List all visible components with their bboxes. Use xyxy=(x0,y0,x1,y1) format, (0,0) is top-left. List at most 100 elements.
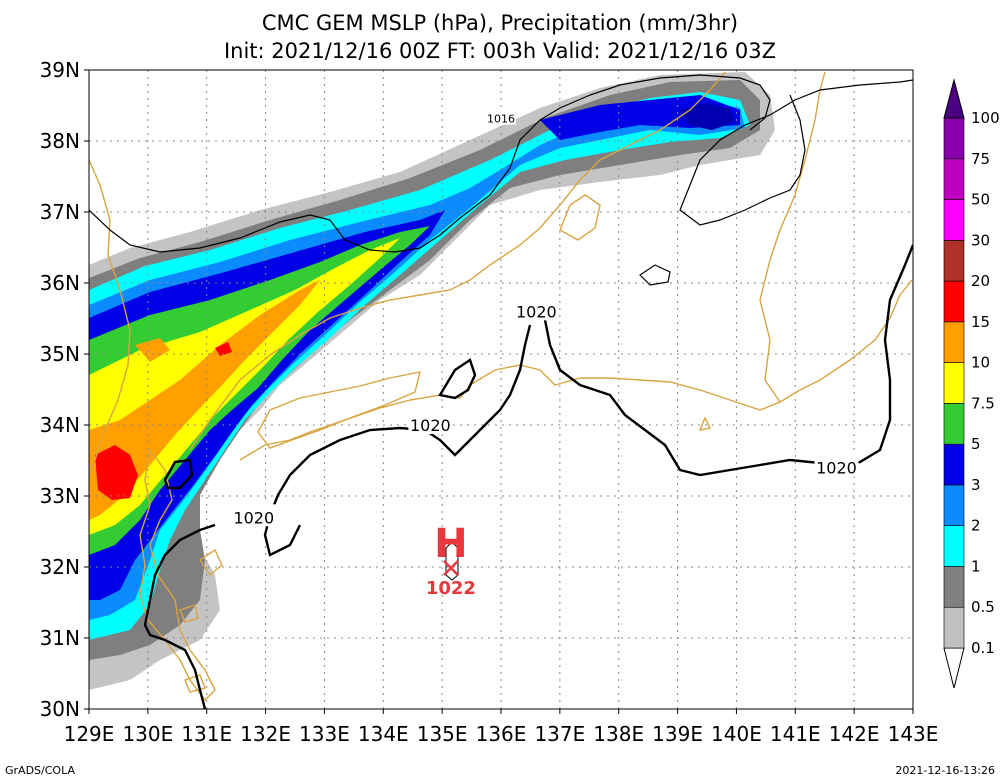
x-tick-label: 129E xyxy=(64,722,115,746)
colorbar-label: 30 xyxy=(971,231,990,249)
isobar-label-bg xyxy=(408,412,453,434)
x-tick-label: 130E xyxy=(122,722,173,746)
x-tick-label: 134E xyxy=(358,722,409,746)
coastlines xyxy=(89,71,913,702)
colorbar-bin xyxy=(943,158,965,200)
colorbar-bin xyxy=(943,240,965,282)
x-tick-label: 141E xyxy=(770,722,821,746)
y-tick-label: 39N xyxy=(40,58,80,82)
colorbar-label: 15 xyxy=(971,313,990,331)
isobar-1016-north xyxy=(89,74,771,253)
isobar-label: 1020 xyxy=(816,459,857,478)
x-tick-label: 132E xyxy=(240,722,291,746)
y-tick-label: 37N xyxy=(40,200,80,224)
colorbar-label: 20 xyxy=(971,272,990,290)
colorbar: 0.1 0.5 1 2 3 5 7.5 10 15 20 30 50 75 100 xyxy=(943,78,1000,689)
x-tick-label: 140E xyxy=(711,722,762,746)
coast-honshu-north xyxy=(189,71,726,451)
high-value: 1022 xyxy=(426,578,476,599)
colorbar-bin xyxy=(943,362,965,404)
colorbar-bin xyxy=(943,525,965,567)
precip-0.5 xyxy=(89,80,760,660)
isobar-1016-ring xyxy=(639,264,671,286)
isobar-label-bg xyxy=(231,504,276,527)
coast-korea xyxy=(89,159,131,476)
isobar-high-ring xyxy=(445,541,459,581)
isobar-1020-loop xyxy=(163,458,194,490)
isobar-1020-small xyxy=(438,358,477,400)
y-axis: 30N 31N 32N 33N 34N 35N 36N 37N 38N 39N xyxy=(40,58,89,721)
coast-kyushu xyxy=(139,448,216,702)
isobar-label-bg xyxy=(486,110,516,125)
colorbar-bin xyxy=(943,606,965,649)
colorbar-lower-arrow xyxy=(943,647,965,689)
y-tick-label: 34N xyxy=(40,413,80,437)
x-tick-label: 137E xyxy=(534,722,585,746)
colorbar-label: 0.5 xyxy=(971,598,995,616)
chart-title-line1: CMC GEM MSLP (hPa), Precipitation (mm/3h… xyxy=(262,11,738,35)
precip-5 xyxy=(89,226,430,555)
x-tick-label: 143E xyxy=(888,722,939,746)
colorbar-label: 3 xyxy=(971,476,981,494)
x-axis: 129E 130E 131E 132E 133E 134E 135E 136E 137E 138E… xyxy=(64,709,939,746)
coast-islands xyxy=(179,416,712,693)
colorbar-bin xyxy=(943,199,965,241)
colorbar-bin xyxy=(943,280,965,323)
high-symbol: H xyxy=(434,521,467,567)
colorbar-label: 75 xyxy=(971,150,990,168)
isobar-label: 1016 xyxy=(487,113,515,126)
isobars xyxy=(89,74,913,709)
colorbar-bin xyxy=(943,443,965,486)
x-tick-label: 135E xyxy=(417,722,468,746)
y-tick-label: 32N xyxy=(40,555,80,579)
high-center-marker xyxy=(443,560,459,576)
high-center: H 1022 xyxy=(426,521,476,599)
colorbar-label: 2 xyxy=(971,517,981,535)
colorbar-label: 7.5 xyxy=(971,394,995,412)
isobar-label-bg xyxy=(514,298,559,321)
colorbar-upper-arrow xyxy=(943,78,965,119)
x-tick-label: 131E xyxy=(181,722,232,746)
x-tick-label: 142E xyxy=(829,722,880,746)
colorbar-bin xyxy=(943,403,965,445)
isobar-1016-east xyxy=(679,79,913,226)
x-tick-label: 138E xyxy=(593,722,644,746)
colorbar-label: 10 xyxy=(971,354,990,372)
precip-3-core xyxy=(680,103,735,130)
isobar-label: 1020 xyxy=(516,302,557,321)
colorbar-label: 100 xyxy=(971,109,1000,127)
isobar-1020-east xyxy=(543,244,913,477)
x-tick-label: 139E xyxy=(652,722,703,746)
colorbar-bin xyxy=(943,484,965,526)
colorbar-label: 0.1 xyxy=(971,639,995,657)
y-tick-label: 30N xyxy=(40,697,80,721)
precip-7.5 xyxy=(89,238,400,535)
footer-left: GrADS/COLA xyxy=(5,764,75,777)
gridlines xyxy=(89,70,913,709)
isobar-labels: 1016 1020 1020 1020 1020 xyxy=(231,110,859,527)
chart-title-line2: Init: 2021/12/16 00Z FT: 003h Valid: 202… xyxy=(224,39,776,63)
precip-10 xyxy=(89,280,320,520)
y-tick-label: 36N xyxy=(40,271,80,295)
y-tick-label: 35N xyxy=(40,342,80,366)
footer-right: 2021-12-16-13:26 xyxy=(895,764,995,777)
coast-shikoku xyxy=(257,371,421,449)
coast-kanto xyxy=(759,71,826,403)
isobar-1020-kyushu xyxy=(143,523,216,709)
y-tick-label: 38N xyxy=(40,129,80,153)
coast-honshu-south xyxy=(239,279,913,461)
coast-noto xyxy=(559,194,601,241)
x-tick-label: 136E xyxy=(476,722,527,746)
isobar-1020-center xyxy=(263,324,532,557)
y-tick-label: 31N xyxy=(40,626,80,650)
colorbar-label: 5 xyxy=(971,435,981,453)
isobar-label: 1020 xyxy=(410,416,451,435)
x-tick-label: 133E xyxy=(299,722,350,746)
precip-shading xyxy=(89,72,775,690)
precip-15 xyxy=(95,342,232,500)
colorbar-bin xyxy=(943,566,965,608)
y-tick-label: 33N xyxy=(40,484,80,508)
colorbar-bin xyxy=(943,117,965,160)
colorbar-bin xyxy=(943,321,965,363)
